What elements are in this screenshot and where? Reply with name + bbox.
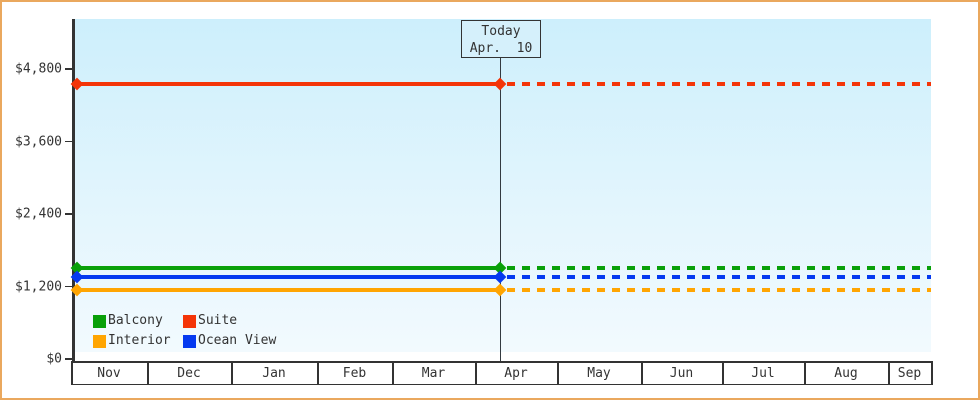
legend-label: Balcony <box>108 313 163 328</box>
y-axis-tick <box>65 213 72 215</box>
y-axis-tick <box>65 285 72 288</box>
y-axis-tick <box>65 140 72 143</box>
legend-item-balcony: Balcony <box>93 314 183 328</box>
series-line-projection-suite <box>507 82 931 87</box>
series-line-solid-suite <box>74 82 500 87</box>
x-axis-month-label: May <box>587 365 611 381</box>
y-axis-tick-label: $2,400 <box>15 206 62 222</box>
series-line-projection-balcony <box>507 265 931 270</box>
legend-color-swatch <box>183 334 196 348</box>
y-axis-tick <box>65 358 72 360</box>
x-axis-divider <box>641 361 643 385</box>
x-axis-month-label: Nov <box>97 365 121 381</box>
x-axis-month-label: Jan <box>262 365 286 381</box>
legend-item-ocean-view: Ocean View <box>183 334 276 348</box>
x-axis-top-line <box>71 361 933 363</box>
x-axis-bottom-line <box>71 383 933 385</box>
y-axis-tick-label: $1,200 <box>15 279 62 294</box>
y-axis-line <box>72 19 75 361</box>
legend-label: Ocean View <box>198 333 277 348</box>
legend-label: Interior <box>108 333 171 348</box>
legend-item-suite: Suite <box>183 314 276 328</box>
x-axis-month-label: Dec <box>177 365 201 381</box>
x-axis-divider <box>392 361 394 385</box>
x-axis-month-label: Sep <box>897 365 922 381</box>
series-line-solid-balcony <box>74 265 500 270</box>
x-axis-divider <box>888 361 890 385</box>
x-axis-divider <box>71 361 73 385</box>
plot-area <box>74 19 931 352</box>
x-axis-month-label: Jul <box>751 365 775 381</box>
y-axis-tick-label: $0 <box>46 351 62 367</box>
x-axis-divider <box>475 361 477 385</box>
x-axis-divider <box>557 361 559 385</box>
legend-label: Suite <box>198 313 238 328</box>
legend-color-swatch <box>93 314 106 328</box>
x-axis-month-label: Mar <box>421 365 446 381</box>
series-line-projection-interior <box>507 288 931 293</box>
x-axis-month-label: Jun <box>669 365 694 381</box>
legend: Balcony Suite Interior Ocean View <box>93 314 276 348</box>
legend-color-swatch <box>183 314 196 328</box>
series-line-solid-ocean-view <box>74 274 500 279</box>
x-axis-divider <box>804 361 806 385</box>
today-marker-line <box>499 57 501 361</box>
x-axis-month-label: Apr <box>504 365 528 381</box>
today-annotation-box: Today Apr. 10 <box>461 20 541 58</box>
series-line-solid-interior <box>74 288 500 293</box>
legend-color-swatch <box>93 334 106 348</box>
x-axis-month-label: Feb <box>342 365 367 381</box>
x-axis-divider <box>147 361 149 385</box>
today-label: Today <box>481 24 521 39</box>
legend-item-interior: Interior <box>93 334 183 348</box>
x-axis-month-label: Aug <box>834 365 858 381</box>
x-axis-divider <box>931 361 933 385</box>
series-line-projection-ocean-view <box>507 274 931 279</box>
y-axis-tick <box>65 68 72 70</box>
y-axis-tick-label: $4,800 <box>15 61 62 77</box>
x-axis-divider <box>317 361 319 385</box>
x-axis-divider <box>722 361 724 385</box>
x-axis-divider <box>231 361 233 385</box>
today-date: Apr. 10 <box>469 41 533 56</box>
y-axis-tick-label: $3,600 <box>15 134 62 149</box>
